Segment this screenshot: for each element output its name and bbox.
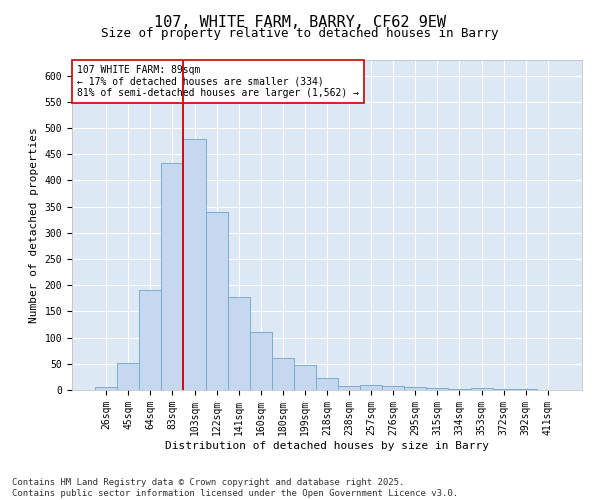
Bar [95,388,117,390]
Bar [427,388,448,390]
Text: Contains HM Land Registry data © Crown copyright and database right 2025.
Contai: Contains HM Land Registry data © Crown c… [12,478,458,498]
Bar [470,388,493,390]
Bar [338,386,360,390]
Bar [316,378,338,390]
Bar [493,389,515,390]
Bar [382,386,404,390]
Bar [404,388,427,390]
Bar [360,385,382,390]
Y-axis label: Number of detached properties: Number of detached properties [29,127,39,323]
Bar [227,297,250,390]
Bar [250,332,272,390]
Bar [184,138,206,390]
Bar [206,212,227,390]
Bar [161,163,184,390]
X-axis label: Distribution of detached houses by size in Barry: Distribution of detached houses by size … [165,440,489,450]
Bar [272,358,294,390]
Text: Size of property relative to detached houses in Barry: Size of property relative to detached ho… [101,28,499,40]
Bar [294,366,316,390]
Text: 107, WHITE FARM, BARRY, CF62 9EW: 107, WHITE FARM, BARRY, CF62 9EW [154,15,446,30]
Bar [139,290,161,390]
Bar [117,363,139,390]
Text: 107 WHITE FARM: 89sqm
← 17% of detached houses are smaller (334)
81% of semi-det: 107 WHITE FARM: 89sqm ← 17% of detached … [77,65,359,98]
